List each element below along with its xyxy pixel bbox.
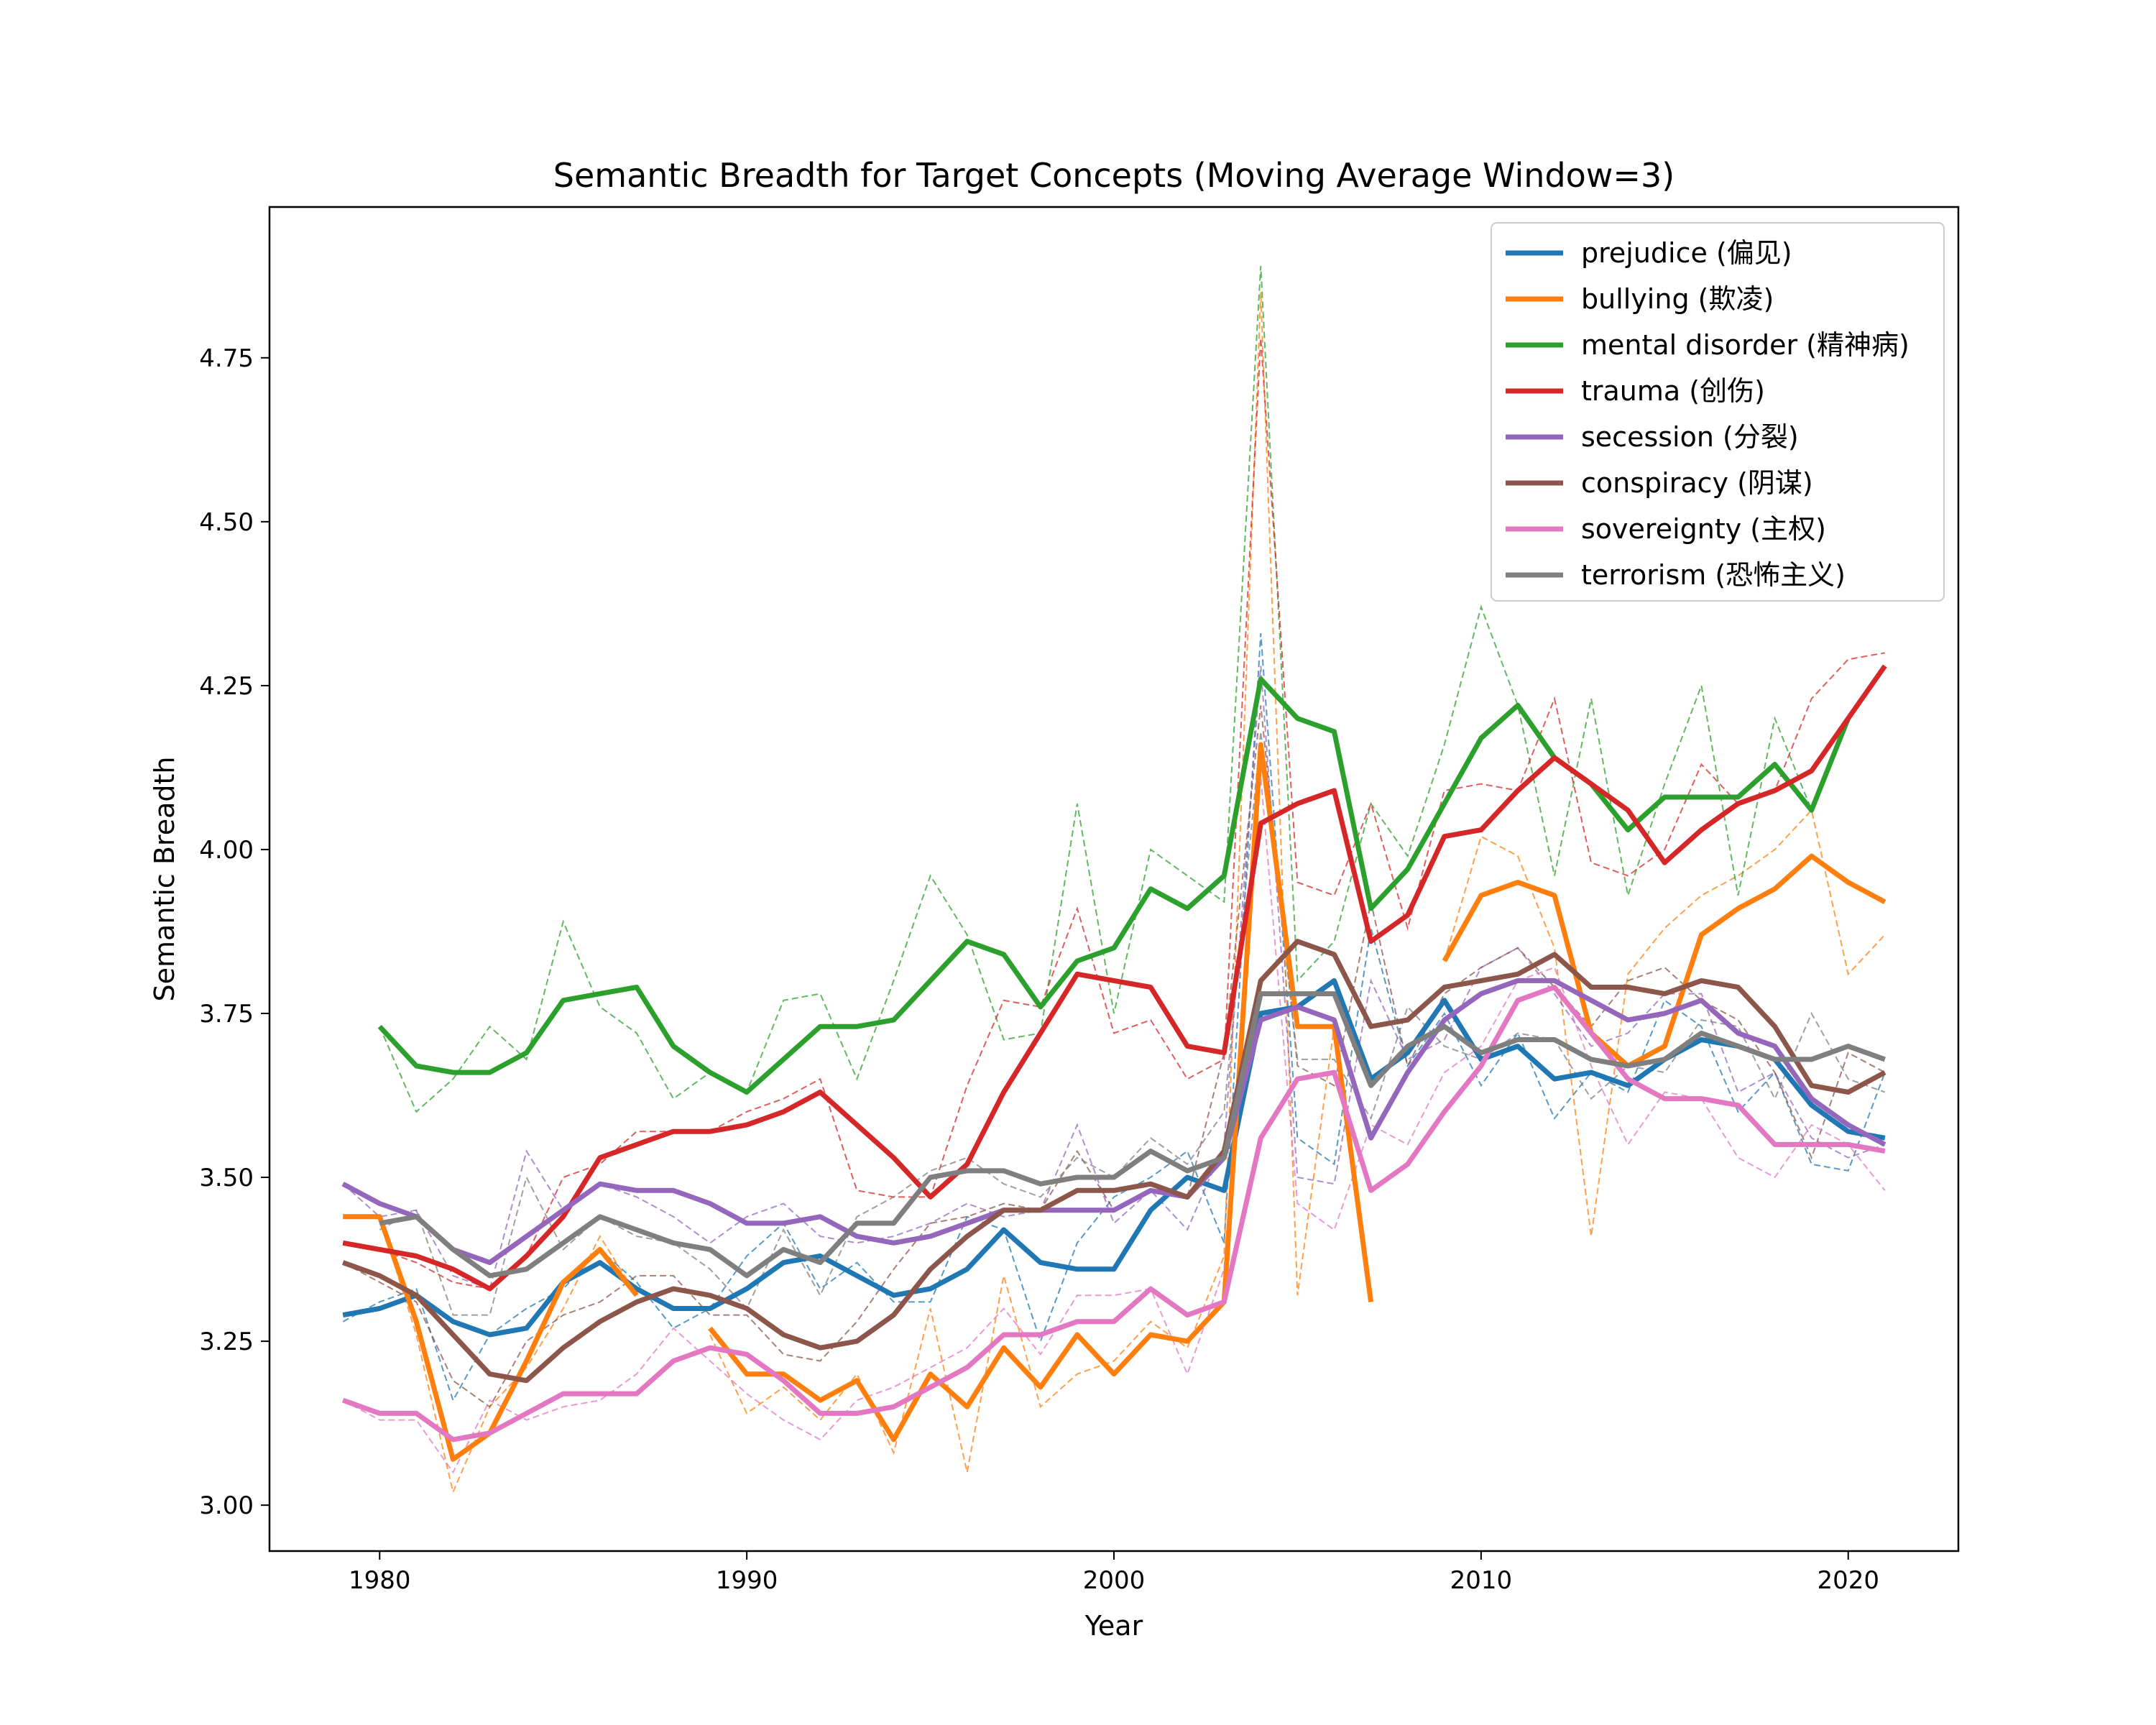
y-tick-label: 3.75 [199, 1000, 254, 1029]
y-tick-label: 3.25 [199, 1328, 254, 1356]
x-axis-label: Year [1084, 1610, 1143, 1642]
legend: prejudice (偏见) bullying (欺凌) mental disord… [1491, 222, 1945, 602]
x-tick-label: 2010 [1450, 1566, 1513, 1595]
series-line-4 [341, 978, 1886, 1266]
plot-lines [341, 266, 1887, 1495]
legend-label: secession (分裂) [1581, 421, 1799, 453]
y-tick-label: 4.50 [199, 508, 254, 537]
series-line-2 [377, 676, 1851, 1095]
y-tick-label: 3.00 [199, 1491, 254, 1520]
legend-label: prejudice (偏见) [1581, 237, 1792, 269]
chart-title: Semantic Breadth for Target Concepts (Mo… [553, 156, 1674, 195]
y-tick-label: 4.75 [199, 344, 254, 373]
legend-label: trauma (创伤) [1581, 375, 1765, 407]
y-tick-label: 4.25 [199, 672, 254, 701]
x-tick-label: 1980 [349, 1566, 411, 1595]
legend-box [1491, 222, 1945, 602]
legend-label: mental disorder (精神病) [1581, 329, 1909, 361]
legend-label: terrorism (恐怖主义) [1581, 559, 1846, 591]
y-axis-label: Semantic Breadth [149, 757, 180, 1002]
legend-label: sovereignty (主权) [1581, 513, 1826, 545]
series-line-6 [342, 985, 1886, 1443]
series-raw-line-7 [379, 731, 1886, 1316]
x-tick-label: 1990 [716, 1566, 778, 1595]
y-tick-label: 4.00 [199, 836, 254, 865]
series-line-0 [342, 978, 1886, 1338]
x-tick-label: 2020 [1817, 1566, 1879, 1595]
series-raw-line-3 [343, 338, 1885, 1290]
x-tick-label: 2000 [1083, 1566, 1146, 1595]
y-axis: 3.00 3.25 3.50 3.75 4.00 4.25 4.50 4.75 [199, 344, 270, 1520]
series-raw-line-2 [379, 266, 1849, 1113]
series-line-5 [342, 939, 1886, 1384]
x-axis: 1980 1990 2000 2010 2020 [349, 1551, 1879, 1595]
series-line-3 [342, 664, 1887, 1292]
series-line-7 [379, 991, 1886, 1279]
y-tick-label: 3.50 [199, 1164, 254, 1192]
legend-label: bullying (欺凌) [1581, 283, 1774, 315]
legend-label: conspiracy (阴谋) [1581, 467, 1813, 499]
